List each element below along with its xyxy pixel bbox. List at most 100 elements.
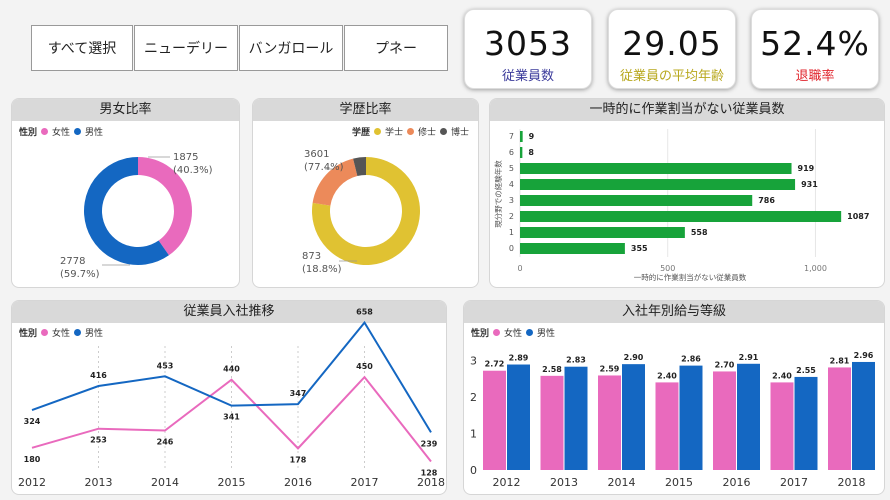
legend-item: 女性 — [52, 329, 71, 339]
bar-value-label: 2.40 — [657, 371, 677, 380]
x-tick-label: 2012 — [18, 476, 46, 489]
legend-dot — [41, 329, 49, 336]
card-title: 男女比率 — [12, 99, 239, 121]
y-tick-label: 3 — [509, 196, 514, 205]
point-label: 324 — [24, 417, 41, 426]
point-label: 246 — [157, 438, 174, 447]
x-tick-label: 2013 — [550, 476, 578, 489]
legend-item: 修士 — [418, 128, 437, 138]
gender-donut-chart: 1875 (40.3%) 2778 (59.7%) — [60, 152, 213, 280]
point-label: 453 — [157, 361, 174, 370]
point-label: 440 — [223, 365, 240, 374]
bar — [622, 364, 645, 470]
bar-value-label: 919 — [798, 164, 815, 173]
x-tick-label: 2013 — [85, 476, 113, 489]
y-tick-label: 2 — [470, 391, 477, 404]
bar-value-label: 2.70 — [715, 360, 735, 369]
bar — [828, 367, 851, 470]
card-title: 従業員入社推移 — [12, 301, 446, 323]
filter-newdelhi-button[interactable]: ニューデリー — [134, 25, 238, 71]
card-title: 一時的に作業割当がない従業員数 — [490, 99, 884, 121]
card-title: 入社年別給与等級 — [464, 301, 884, 323]
bar — [540, 375, 564, 470]
bar-value-label: 2.91 — [739, 353, 759, 362]
bar — [520, 243, 625, 254]
bar — [520, 227, 685, 238]
point-label: 347 — [290, 389, 307, 398]
x-tick-label: 2018 — [417, 476, 445, 489]
legend-dot — [526, 329, 534, 336]
point-label: 450 — [356, 362, 373, 371]
x-axis-title: 一時的に作業割当がない従業員数 — [634, 272, 747, 282]
bar — [520, 163, 792, 174]
y-tick-label: 1 — [470, 428, 477, 441]
legend-dot — [374, 128, 382, 135]
bar-value-label: 786 — [758, 196, 775, 205]
bar-value-label: 9 — [529, 132, 535, 141]
bar-value-label: 355 — [631, 244, 648, 253]
y-tick-label: 0 — [509, 244, 514, 253]
legend-item: 学士 — [385, 128, 404, 138]
legend-dot — [407, 128, 415, 135]
x-tick-label: 2018 — [838, 476, 866, 489]
x-tick-label: 2016 — [284, 476, 312, 489]
kpi-label: 退職率 — [795, 69, 835, 84]
legend-item: 男性 — [537, 329, 556, 339]
x-tick-label: 2012 — [493, 476, 521, 489]
education-legend: 学歴 学士 修士 博士 — [352, 125, 469, 138]
salary-bar-chart: 0 1 2 3 2.72 2.89 2012 2.58 2.83 2013 2.59 2.90 2014… — [470, 351, 875, 489]
filter-all-button[interactable]: すべて選択 — [31, 25, 133, 71]
slice-percent-label: (40.3%) — [173, 165, 213, 176]
y-tick-label: 1 — [509, 228, 514, 237]
bar-value-label: 558 — [691, 228, 708, 237]
kpi-attrition-rate: 52.4% 退職率 — [751, 9, 879, 89]
hires-legend: 性別 女性 男性 — [19, 326, 103, 339]
bar — [655, 382, 679, 470]
bar — [520, 179, 796, 190]
bar — [520, 211, 842, 222]
gender-ratio-card: 男女比率 性別 女性 男性 1875 (40.3%) 2778 (59.7%) — [11, 98, 240, 288]
slice-value-label: 873 — [302, 251, 321, 262]
slice-percent-label: (77.4%) — [304, 162, 344, 173]
point-label: 658 — [356, 308, 373, 317]
bar — [520, 147, 523, 158]
filter-bangalore-button[interactable]: バンガロール — [239, 25, 343, 71]
y-tick-label: 7 — [509, 132, 514, 141]
legend-item: 女性 — [52, 128, 71, 138]
bar-value-label: 2.81 — [830, 356, 850, 365]
slice-value-label: 3601 — [304, 149, 329, 160]
bench-employees-card: 一時的に作業割当がない従業員数 0 500 1,000 7 9 6 8 5 919 4 931 3 78… — [489, 98, 885, 288]
y-tick-label: 0 — [470, 464, 477, 477]
y-tick-label: 3 — [470, 355, 477, 368]
hiring-trend-card: 従業員入社推移 性別 女性 男性 2012 2013 2014 2015 2016 201… — [11, 300, 447, 495]
kpi-value: 29.05 — [622, 24, 722, 63]
bar — [520, 131, 523, 142]
bar — [794, 376, 818, 470]
card-title: 学歴比率 — [253, 99, 478, 121]
legend-item: 女性 — [504, 329, 523, 339]
legend-dot — [493, 329, 501, 336]
x-tick-label: 2015 — [665, 476, 693, 489]
y-tick-label: 4 — [509, 180, 514, 189]
filter-pune-button[interactable]: プネー — [344, 25, 448, 71]
bar-value-label: 2.83 — [566, 356, 586, 365]
x-tick-label: 500 — [660, 264, 675, 273]
bar — [770, 382, 794, 470]
education-ratio-card: 学歴比率 学歴 学士 修士 博士 3601 (77.4%) 873 (18.8%) — [252, 98, 479, 288]
y-tick-label: 2 — [509, 212, 514, 221]
bar — [598, 375, 621, 470]
slice-percent-label: (18.8%) — [302, 264, 342, 275]
bar-value-label: 2.96 — [854, 351, 874, 360]
education-donut-chart: 3601 (77.4%) 873 (18.8%) — [302, 149, 420, 275]
legend-title: 性別 — [471, 329, 490, 339]
point-label: 239 — [421, 439, 438, 448]
bar — [679, 365, 703, 470]
legend-dot — [74, 128, 82, 135]
donut-slice — [312, 157, 420, 265]
x-tick-label: 2017 — [780, 476, 808, 489]
legend-title: 性別 — [19, 329, 38, 339]
bar-value-label: 2.58 — [542, 365, 562, 374]
kpi-label: 従業員の平均年齢 — [619, 69, 724, 84]
bar-value-label: 2.72 — [485, 360, 505, 369]
x-tick-label: 2017 — [351, 476, 379, 489]
